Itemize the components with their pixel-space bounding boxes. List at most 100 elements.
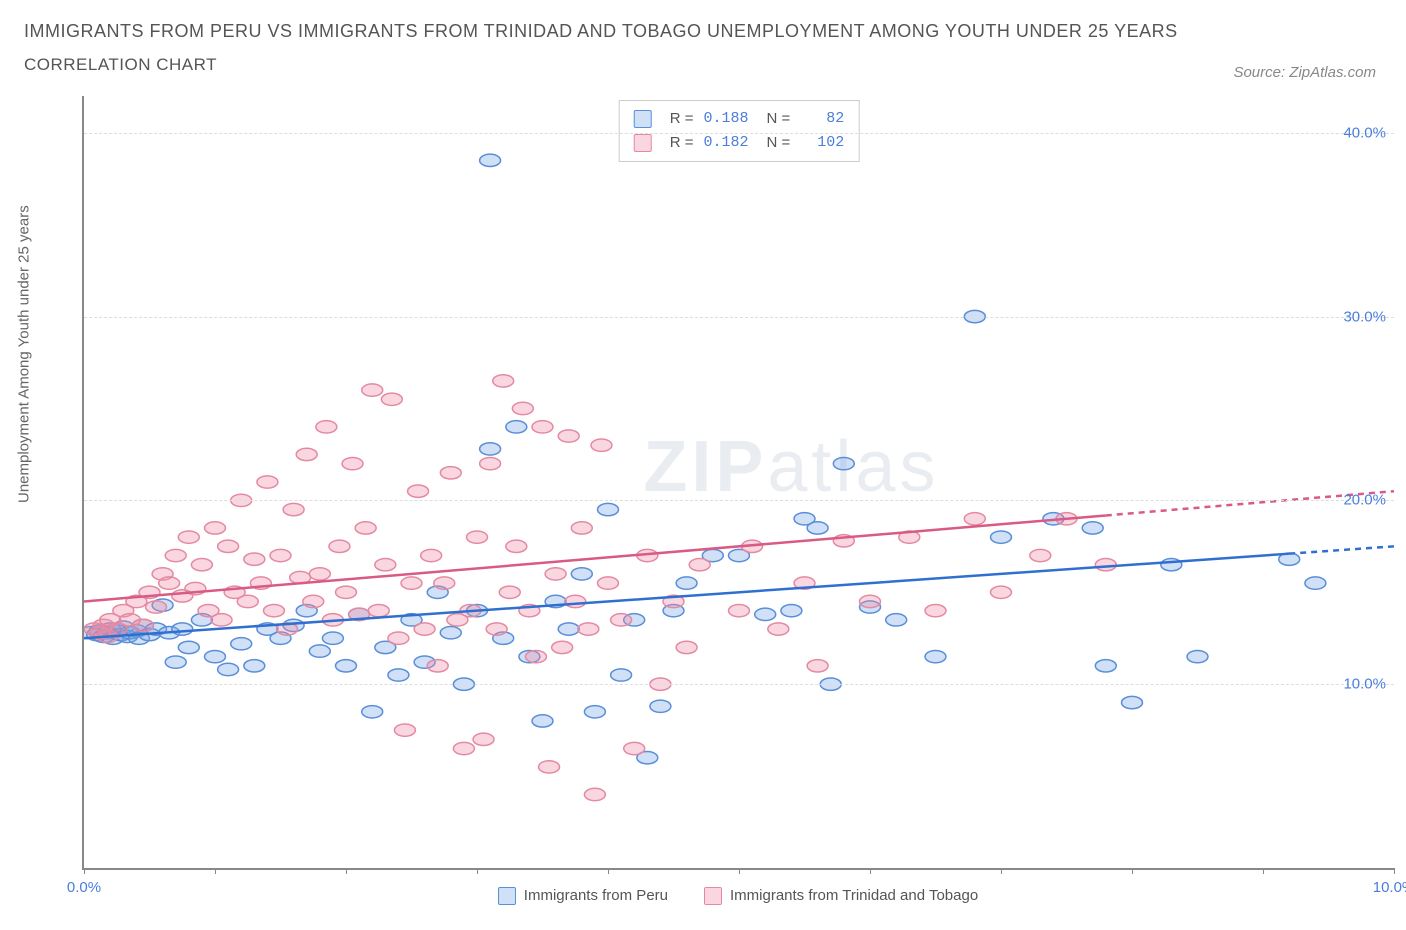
- data-point: [991, 586, 1012, 598]
- data-point: [165, 549, 186, 561]
- data-point: [886, 614, 907, 626]
- data-point: [558, 623, 579, 635]
- data-point: [316, 421, 337, 433]
- data-point: [401, 577, 422, 589]
- y-tick-label: 30.0%: [1343, 308, 1386, 325]
- data-point: [394, 724, 415, 736]
- data-point: [1030, 549, 1051, 561]
- data-point: [473, 733, 494, 745]
- data-point: [322, 632, 343, 644]
- data-point: [421, 549, 442, 561]
- x-tick-mark: [870, 868, 871, 874]
- data-point: [506, 540, 527, 552]
- data-point: [1305, 577, 1326, 589]
- grid-line: [84, 317, 1394, 318]
- data-point: [676, 641, 697, 653]
- data-point: [414, 623, 435, 635]
- legend-item: Immigrants from Trinidad and Tobago: [704, 887, 978, 905]
- data-point: [571, 522, 592, 534]
- chart-title-line2: CORRELATION CHART: [24, 55, 1382, 75]
- data-point: [539, 761, 560, 773]
- data-point: [172, 623, 193, 635]
- data-point: [368, 604, 389, 616]
- data-point: [231, 638, 252, 650]
- legend-label: Immigrants from Peru: [524, 887, 668, 904]
- data-point: [964, 513, 985, 525]
- data-point: [512, 402, 533, 414]
- data-point: [807, 522, 828, 534]
- data-point: [146, 601, 167, 613]
- data-point: [342, 457, 363, 469]
- series-legend: Immigrants from Peru Immigrants from Trin…: [82, 882, 1394, 910]
- data-point: [624, 742, 645, 754]
- data-point: [584, 788, 605, 800]
- data-point: [486, 623, 507, 635]
- x-tick-mark: [215, 868, 216, 874]
- data-point: [375, 559, 396, 571]
- data-point: [205, 522, 226, 534]
- y-tick-label: 10.0%: [1343, 676, 1386, 693]
- data-point: [165, 656, 186, 668]
- data-point: [925, 650, 946, 662]
- data-point: [257, 476, 278, 488]
- x-tick-mark: [608, 868, 609, 874]
- data-point: [336, 660, 357, 672]
- data-point: [309, 645, 330, 657]
- x-tick-mark: [1001, 868, 1002, 874]
- grid-line: [84, 684, 1394, 685]
- data-point: [434, 577, 455, 589]
- data-point: [565, 595, 586, 607]
- data-point: [467, 531, 488, 543]
- x-tick-mark: [1132, 868, 1133, 874]
- data-point: [1122, 696, 1143, 708]
- data-point: [768, 623, 789, 635]
- data-point: [440, 627, 461, 639]
- data-point: [1095, 559, 1116, 571]
- plot-area: ZIPatlas R =0.188N =82R =0.182N =102 10.…: [82, 96, 1394, 870]
- data-point: [833, 457, 854, 469]
- data-point: [218, 663, 239, 675]
- trend-line: [84, 515, 1106, 601]
- data-point: [296, 448, 317, 460]
- data-point: [309, 568, 330, 580]
- data-point: [362, 384, 383, 396]
- data-point: [244, 660, 265, 672]
- source-attribution: Source: ZipAtlas.com: [1233, 64, 1376, 81]
- data-point: [611, 669, 632, 681]
- legend-label: Immigrants from Trinidad and Tobago: [730, 887, 978, 904]
- x-tick-mark: [84, 868, 85, 874]
- data-point: [755, 608, 776, 620]
- data-point: [270, 549, 291, 561]
- data-point: [362, 706, 383, 718]
- data-point: [159, 577, 180, 589]
- legend-item: Immigrants from Peru: [498, 887, 668, 905]
- chart-container: Unemployment Among Youth under 25 years …: [24, 96, 1394, 910]
- data-point: [591, 439, 612, 451]
- trend-line: [84, 554, 1289, 639]
- data-point: [388, 669, 409, 681]
- x-tick-mark: [1394, 868, 1395, 874]
- trend-line-extrapolated: [1289, 546, 1394, 553]
- data-point: [689, 559, 710, 571]
- data-point: [205, 650, 226, 662]
- data-point: [499, 586, 520, 598]
- data-point: [506, 421, 527, 433]
- data-point: [991, 531, 1012, 543]
- data-point: [532, 715, 553, 727]
- data-point: [598, 503, 619, 515]
- data-point: [388, 632, 409, 644]
- data-point: [552, 641, 573, 653]
- data-point: [303, 595, 324, 607]
- data-point: [244, 553, 265, 565]
- series-swatch: [498, 887, 516, 905]
- data-point: [218, 540, 239, 552]
- data-point: [781, 604, 802, 616]
- series-swatch: [704, 887, 722, 905]
- grid-line: [84, 133, 1394, 134]
- data-point: [263, 604, 284, 616]
- data-point: [1187, 650, 1208, 662]
- data-point: [336, 586, 357, 598]
- x-tick-mark: [477, 868, 478, 874]
- grid-line: [84, 500, 1394, 501]
- scatter-svg: [84, 96, 1394, 868]
